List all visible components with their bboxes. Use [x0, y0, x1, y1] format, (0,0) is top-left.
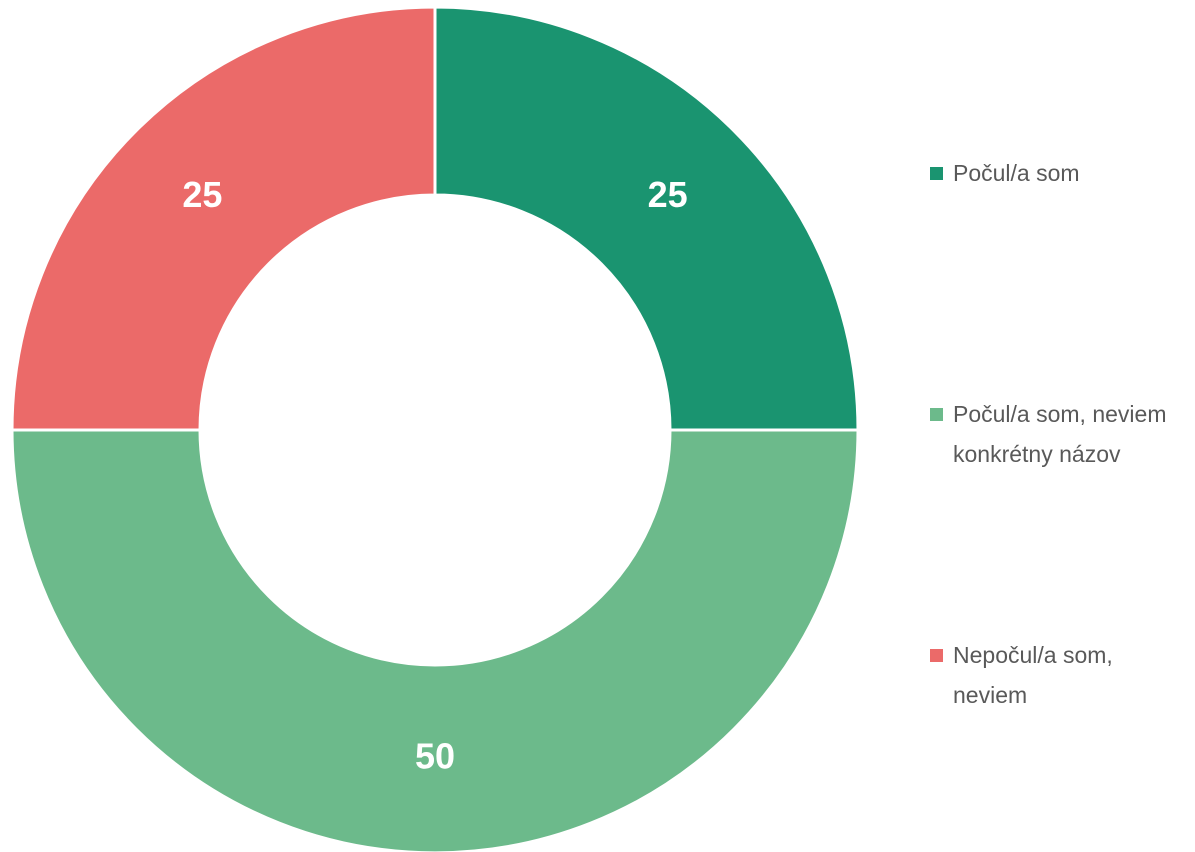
donut-slice	[433, 5, 860, 432]
legend-label: Počul/a som	[953, 160, 1080, 186]
legend-label: Počul/a som, neviem konkrétny názov	[953, 401, 1167, 467]
chart: 25 50 25	[10, 5, 860, 852]
value-label: 50	[415, 736, 455, 777]
donut-slice	[10, 5, 437, 432]
value-label: 25	[648, 174, 688, 215]
legend-marker	[930, 649, 943, 662]
legend-label: Nepočul/a som, neviem	[953, 642, 1113, 708]
legend-marker	[930, 167, 943, 180]
legend-marker	[930, 408, 943, 421]
legend-item: Počul/a som, neviem konkrétny názov	[930, 394, 1168, 474]
donut-slice	[10, 428, 860, 852]
legend-item: Počul/a som	[930, 153, 1168, 193]
legend-item: Nepočul/a som, neviem	[930, 635, 1168, 715]
value-label: 25	[182, 174, 222, 215]
legend: Počul/a som Počul/a som, neviem konkrétny…	[930, 0, 1195, 852]
